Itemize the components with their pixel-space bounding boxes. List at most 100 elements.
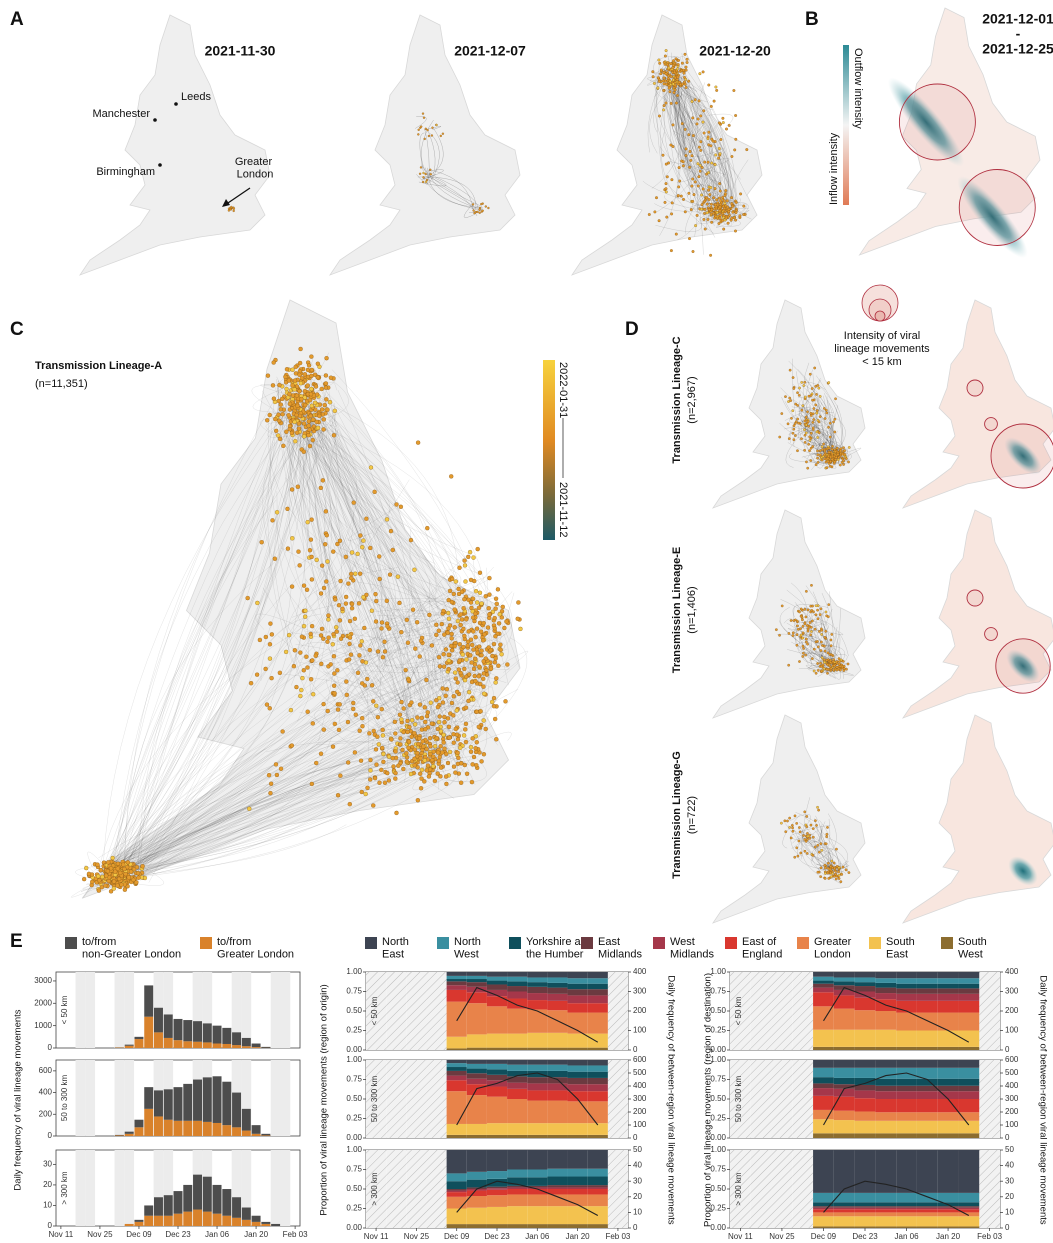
- lineage-dot: [732, 216, 736, 220]
- lineage-dot: [487, 206, 490, 210]
- lineage-dot: [792, 438, 796, 442]
- england-outline: [901, 714, 1053, 924]
- bar-segment: [813, 976, 834, 981]
- lineage-dot: [333, 597, 338, 602]
- lineage-dot: [468, 577, 474, 583]
- lineage-dot: [393, 731, 398, 736]
- lineage-dot: [458, 612, 463, 617]
- y2-tick-label: 300: [1005, 1094, 1019, 1103]
- bar-segment: [527, 1224, 548, 1228]
- lineage-dot: [297, 372, 302, 377]
- lineage-dot: [802, 384, 806, 387]
- lineage-count: (n=722): [686, 796, 698, 834]
- bar-segment: [241, 1037, 251, 1047]
- lineage-dot: [479, 601, 484, 606]
- lineage-dot: [309, 354, 314, 359]
- y2-tick-label: 600: [633, 1055, 647, 1064]
- lineage-dot: [442, 720, 447, 725]
- lineage-dot: [420, 125, 423, 128]
- lineage-dot: [422, 758, 427, 763]
- bar-segment: [222, 1189, 232, 1216]
- lineage-dot: [287, 401, 293, 407]
- lineage-dot: [730, 155, 734, 158]
- lineage-dot: [346, 581, 351, 586]
- bar-segment: [958, 1209, 980, 1213]
- bar-segment: [446, 1173, 467, 1182]
- bar-segment: [875, 1112, 897, 1121]
- bar-segment: [446, 1048, 467, 1050]
- lineage-dot: [295, 403, 300, 408]
- lineage-dot: [451, 764, 457, 769]
- lineage-dot: [801, 624, 805, 628]
- lineage-dot: [455, 737, 461, 742]
- bar-segment: [916, 1091, 938, 1099]
- lineage-dot: [230, 205, 233, 209]
- lineage-dot: [807, 442, 810, 446]
- bar-segment: [446, 1091, 467, 1124]
- bar-segment: [134, 1119, 144, 1128]
- lineage-dot: [707, 143, 711, 147]
- lineage-dot: [832, 420, 835, 424]
- lineage-dot: [707, 83, 711, 87]
- lineage-dot: [727, 210, 731, 213]
- lineage-dot: [723, 201, 727, 205]
- lineage-dot: [315, 361, 320, 366]
- bar-segment: [587, 1077, 608, 1085]
- lineage-dot: [811, 426, 815, 430]
- lineage-dot: [806, 834, 810, 838]
- lineage-dot: [787, 400, 790, 403]
- bar-segment: [173, 1087, 183, 1121]
- no-data: [386, 1060, 407, 1138]
- bar-segment: [958, 1030, 980, 1047]
- lineage-dot: [831, 444, 834, 448]
- lineage-dot: [126, 875, 131, 880]
- lineage-dot: [476, 724, 481, 730]
- bar-segment: [813, 1029, 834, 1047]
- bar-segment: [547, 993, 568, 1001]
- lineage-dot: [100, 874, 105, 879]
- bar-segment: [486, 1195, 508, 1207]
- bar-segment: [833, 1029, 855, 1047]
- lineage-dot: [803, 433, 807, 437]
- lineage-dot: [665, 175, 669, 179]
- lineage-dot: [257, 637, 263, 643]
- lineage-dot: [701, 187, 705, 191]
- lineage-dot: [818, 395, 822, 398]
- lineage-dot: [309, 367, 314, 373]
- lineage-dot: [468, 600, 474, 605]
- lineage-dot: [810, 584, 813, 587]
- lineage-dot: [478, 709, 483, 714]
- bar-segment: [587, 1134, 608, 1138]
- heat-blob: [1004, 437, 1042, 475]
- lineage-dot: [803, 849, 807, 853]
- lineage-dot: [791, 824, 794, 827]
- lineage-dot: [434, 632, 439, 638]
- bar-segment: [937, 1000, 959, 1013]
- lineage-dot: [373, 747, 379, 752]
- lineage-dot: [742, 204, 746, 208]
- y-tick-label: 0.75: [346, 1075, 362, 1084]
- bar-segment: [896, 1212, 917, 1217]
- week-band: [280, 972, 291, 1048]
- lineage-dot: [440, 686, 445, 691]
- lineage-dot: [808, 449, 811, 453]
- bar-segment: [446, 989, 467, 1002]
- lineage-dot: [466, 629, 471, 634]
- lineage-dot: [113, 869, 118, 874]
- lineage-dot: [453, 770, 458, 775]
- lineage-dot: [678, 179, 682, 183]
- bar-segment: [937, 1078, 959, 1086]
- colorbar: [543, 360, 555, 540]
- lineage-dot: [816, 645, 820, 649]
- lineage-dot: [463, 579, 468, 584]
- bar-segment: [875, 1192, 897, 1203]
- lineage-dot: [700, 203, 704, 207]
- lineage-dot: [449, 643, 454, 649]
- lineage-dot: [828, 653, 832, 656]
- lineage-dot: [301, 623, 307, 629]
- no-data: [771, 972, 793, 1050]
- lineage-dot: [834, 450, 837, 454]
- lineage-dot: [815, 409, 819, 412]
- lineage-dot: [299, 396, 304, 402]
